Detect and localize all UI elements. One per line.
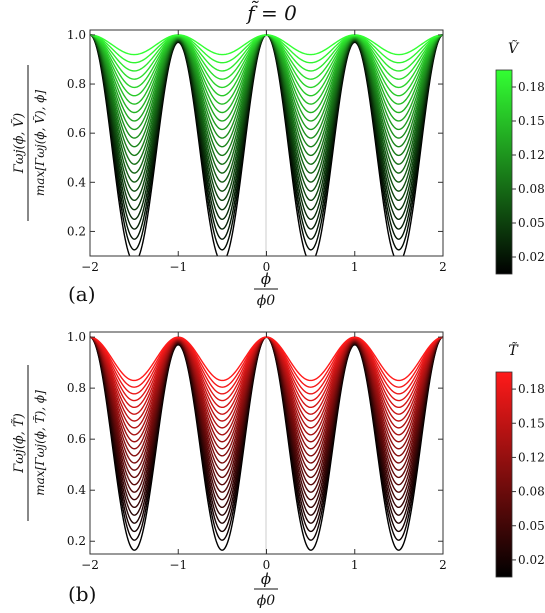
colorbar-b: T̃ 0.024 0.056 0.088 0.120 0.152 0.184: [495, 341, 545, 578]
colorbar-tick-label: 0.056: [518, 216, 545, 230]
colorbar-tick-label: 0.120: [518, 148, 545, 162]
panel-b: −2 −1 0 1 2 0.2 0.4 0.6 0.8 1.0 (b) ϕ ϕ0 Γωj(ϕ, …: [11, 330, 545, 609]
colorbar-tick-label: 0.152: [518, 114, 545, 128]
figure-title: f̃ = 0: [245, 1, 297, 25]
colorbar-a: Ṽ 0.024 0.056 0.088 0.120 0.152 0.184: [495, 39, 545, 275]
x-label-a: ϕ ϕ0: [254, 270, 278, 309]
x-label-den-b: ϕ0: [257, 593, 276, 609]
colorbar-ticks-b: 0.024 0.056 0.088 0.120 0.152 0.184: [512, 382, 545, 567]
y-tick-label: 0.6: [67, 432, 86, 446]
plot-area-a: [90, 30, 443, 256]
x-tick-label: −2: [81, 260, 99, 274]
y-label-num-a: Γωj(ϕ, Ṽ): [11, 113, 27, 174]
y-label-den-b: max[Γωj(ϕ, T̃), ϕ]: [32, 390, 47, 496]
colorbar-tick-label: 0.120: [518, 450, 545, 464]
y-label-num-b: Γωj(ϕ, T̃): [11, 413, 27, 474]
y-ticks-b: 0.2 0.4 0.6 0.8 1.0: [67, 330, 443, 548]
x-tick-label: −1: [169, 260, 187, 274]
colorbar-ticks-a: 0.024 0.056 0.088 0.120 0.152 0.184: [512, 80, 545, 264]
x-ticks-b: −2 −1 0 1 2: [81, 332, 447, 572]
series-line-b: [90, 336, 443, 382]
colorbar-tick-label: 0.184: [518, 80, 545, 94]
colorbar-tick-label: 0.024: [518, 553, 545, 567]
y-tick-label: 0.2: [67, 224, 86, 238]
y-label-b: Γωj(ϕ, T̃) max[Γωj(ϕ, T̃), ϕ]: [11, 365, 47, 521]
y-ticks-a: 0.2 0.4 0.6 0.8 1.0: [67, 28, 443, 238]
colorbar-gradient-a: [495, 69, 513, 275]
colorbar-gradient-b: [495, 371, 513, 578]
x-label-num-a: ϕ: [261, 270, 271, 288]
x-label-b: ϕ ϕ0: [254, 570, 278, 609]
x-ticks-a: −2 −1 0 1 2: [81, 30, 447, 274]
x-label-num-b: ϕ: [261, 570, 271, 588]
y-tick-label: 0.8: [67, 77, 86, 91]
x-tick-label: 2: [439, 558, 447, 572]
y-tick-label: 0.4: [67, 175, 86, 189]
colorbar-tick-label: 0.088: [518, 485, 545, 499]
x-tick-label: −2: [81, 558, 99, 572]
y-tick-label: 0.2: [67, 534, 86, 548]
x-tick-label: 0: [263, 558, 271, 572]
y-tick-label: 1.0: [67, 28, 86, 42]
plot-area-b: [90, 332, 443, 554]
y-tick-label: 0.4: [67, 483, 86, 497]
colorbar-label-a: Ṽ: [508, 39, 520, 57]
colorbar-tick-label: 0.184: [518, 382, 545, 396]
y-tick-label: 0.8: [67, 381, 86, 395]
colorbar-tick-label: 0.088: [518, 182, 545, 196]
y-tick-label: 1.0: [67, 330, 86, 344]
x-tick-label: 1: [351, 260, 359, 274]
colorbar-tick-label: 0.152: [518, 416, 545, 430]
colorbar-label-b: T̃: [508, 341, 519, 359]
x-label-den-a: ϕ0: [257, 293, 276, 309]
curves-b: [90, 336, 443, 551]
x-tick-label: 2: [439, 260, 447, 274]
panel-label-b: (b): [68, 582, 96, 606]
colorbar-tick-label: 0.056: [518, 519, 545, 533]
x-tick-label: −1: [169, 558, 187, 572]
panel-label-a: (a): [68, 282, 96, 306]
y-label-a: Γωj(ϕ, Ṽ) max[Γωj(ϕ, Ṽ), ϕ]: [11, 65, 47, 221]
y-tick-label: 0.6: [67, 126, 86, 140]
y-label-den-a: max[Γωj(ϕ, Ṽ), ϕ]: [32, 90, 47, 196]
panel-a: −2 −1 0 1 2 0.2 0.4 0.6 0.8 1.0 (a) ϕ ϕ0 Γωj(ϕ, …: [11, 28, 545, 309]
colorbar-tick-label: 0.024: [518, 250, 545, 264]
x-tick-label: 0: [263, 260, 271, 274]
x-tick-label: 1: [351, 558, 359, 572]
